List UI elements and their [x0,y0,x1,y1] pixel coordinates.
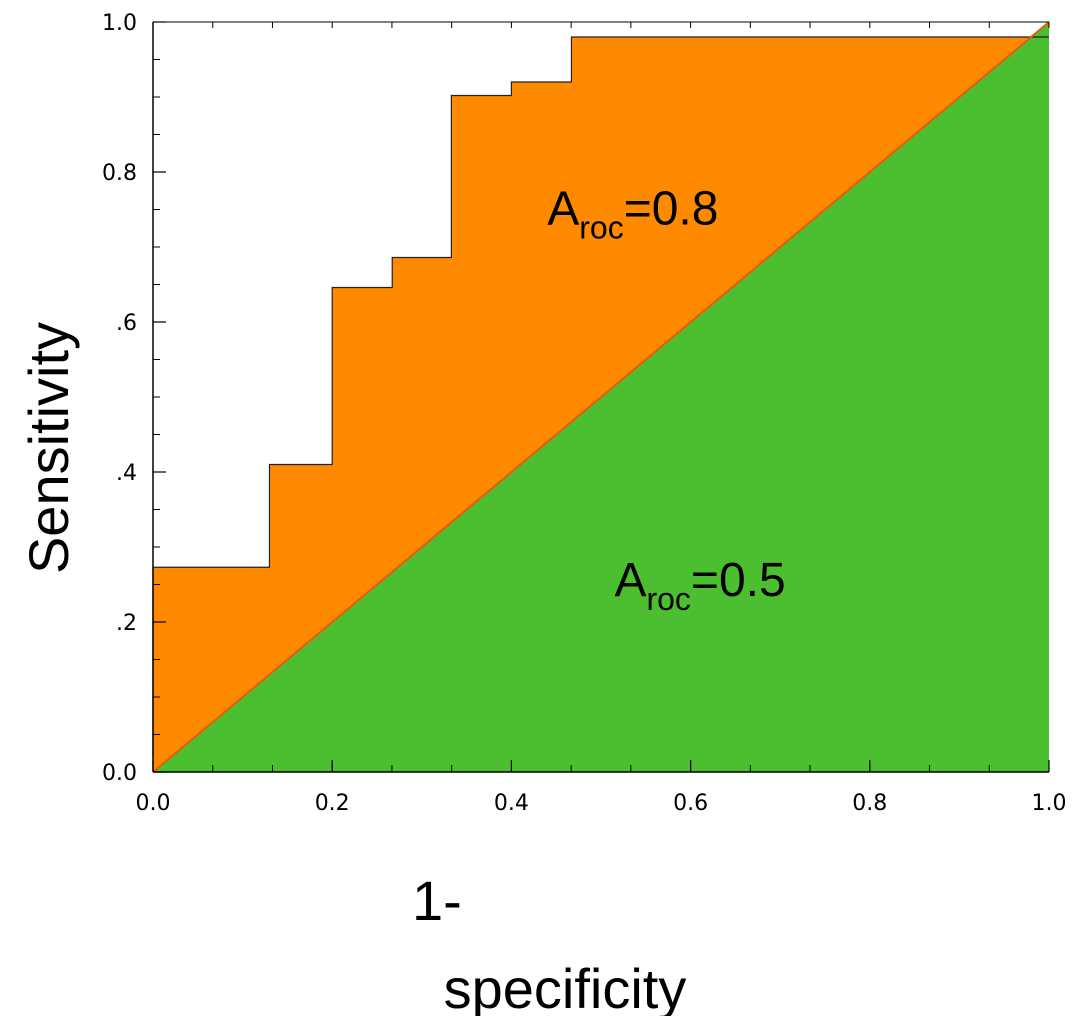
x-tick-label: 0.6 [673,791,708,816]
y-tick-label: 1.0 [102,11,137,36]
annotation-value: =0.5 [691,554,786,607]
area-annotation: Aroc=0.8 [547,183,718,246]
y-tick-label-partial: .2 [116,611,137,636]
area-annotation: Aroc=0.5 [614,554,785,617]
y-tick-label-partial: .4 [116,461,137,486]
annotation-value: =0.8 [624,183,719,236]
chart-ticks: 0.0 0.2 0.4 0.6 0.8 1.0 0.0 0.8 1.0 .6 .4 .2 [102,11,1067,816]
x-tick-label: 0.0 [136,791,171,816]
x-axis-label-line-2: specificity [444,957,687,1016]
y-tick-label: 0.8 [102,161,137,186]
axis-labels: Sensitivity 1- specificity [17,322,686,1016]
x-tick-label: 0.4 [494,791,529,816]
diagonal-line [152,21,1050,773]
x-tick-label: 0.8 [852,791,887,816]
annotation-subscript: roc [646,581,690,617]
x-tick-label: 1.0 [1032,791,1067,816]
chart-lines [152,21,1050,773]
annotation-letter: A [547,183,579,236]
annotation-letter: A [614,554,646,607]
y-tick-label: 0.0 [102,761,137,786]
x-tick-label: 0.2 [315,791,350,816]
y-tick-label-partial: .6 [116,311,137,336]
y-axis-label: Sensitivity [17,322,80,574]
roc-curve-line [152,36,1049,757]
x-axis-label-line-1: 1- [412,869,462,932]
annotation-subscript: roc [579,210,623,246]
